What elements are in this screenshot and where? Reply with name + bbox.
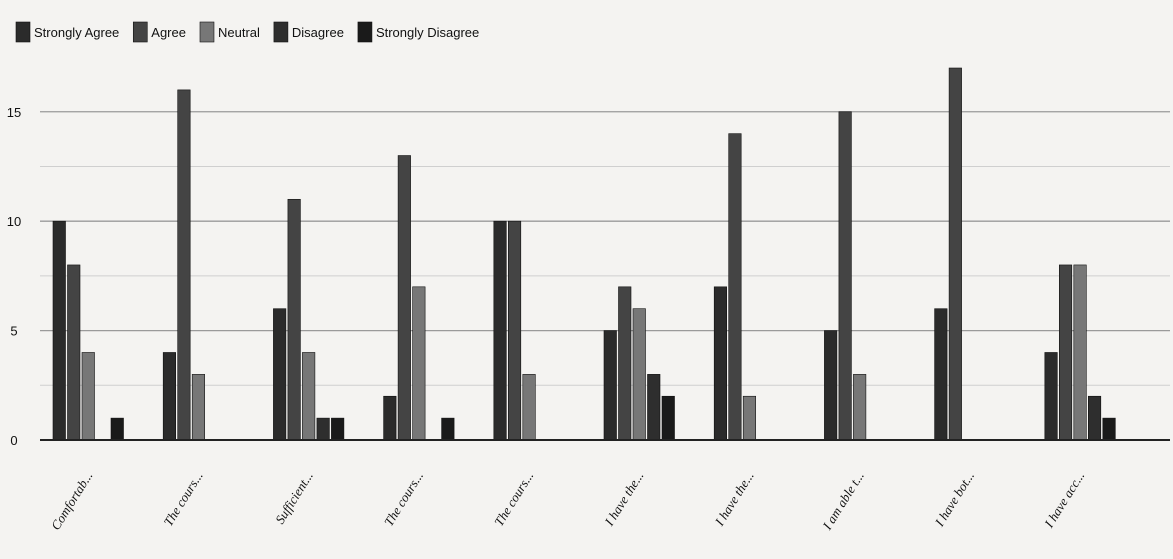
legend-swatch xyxy=(357,21,373,43)
bar-neutral xyxy=(81,352,95,441)
bar-strongly-agree xyxy=(603,330,617,441)
bar-agree xyxy=(838,111,852,441)
x-tick-label: I have the... xyxy=(711,469,757,530)
legend-label: Strongly Agree xyxy=(34,25,119,40)
x-axis-labels: Comfortab... The cours... Sufficient... The… xyxy=(48,469,1088,534)
x-tick-label: The cours... xyxy=(160,469,205,529)
bar-disagree xyxy=(647,374,661,441)
bar-disagree xyxy=(1088,395,1102,441)
bar-agree xyxy=(948,67,962,441)
bar-agree xyxy=(67,264,81,441)
legend-swatch xyxy=(273,21,289,43)
bar-strongly-agree xyxy=(273,308,287,441)
bar-neutral xyxy=(302,352,316,441)
x-tick-label: I am able t... xyxy=(819,469,867,534)
legend-swatch xyxy=(15,21,31,43)
bar-strongly-agree xyxy=(713,286,728,441)
bar-strongly-disagree xyxy=(110,417,124,441)
bar-strongly-agree xyxy=(52,220,66,441)
x-tick-label: I have bot... xyxy=(931,469,977,530)
legend-swatch xyxy=(199,21,215,43)
legend-label: Strongly Disagree xyxy=(376,25,479,40)
legend-label: Neutral xyxy=(218,25,260,40)
bar-strongly-agree xyxy=(383,395,397,441)
bar-agree xyxy=(728,133,742,441)
bar-strongly-agree xyxy=(493,220,507,441)
bar-strongly-agree xyxy=(934,308,948,441)
x-tick-label: I have the... xyxy=(601,469,647,530)
legend: Strongly Agree Agree Neutral Disagree Strong… xyxy=(15,21,479,43)
bar-agree xyxy=(397,155,411,441)
bar-neutral xyxy=(522,374,536,441)
bar-agree xyxy=(1059,264,1073,441)
x-tick-label: Comfortab... xyxy=(48,469,96,533)
bars xyxy=(52,67,1116,441)
bar-strongly-disagree xyxy=(661,395,675,441)
x-tick-label: Sufficient... xyxy=(272,469,316,527)
bar-neutral xyxy=(1073,264,1087,441)
x-tick-label: I have acc... xyxy=(1041,469,1088,531)
legend-label: Agree xyxy=(151,25,186,40)
bar-strongly-agree xyxy=(1044,352,1058,441)
bar-agree xyxy=(177,89,191,441)
x-tick-label: The cours... xyxy=(381,469,426,529)
bar-agree xyxy=(287,198,301,441)
y-tick-label: 5 xyxy=(10,324,17,339)
bar-strongly-disagree xyxy=(1102,417,1116,441)
y-tick-label: 0 xyxy=(10,433,17,448)
bar-strongly-agree xyxy=(824,330,838,441)
bar-neutral xyxy=(191,374,205,441)
grid-lines xyxy=(40,111,1170,386)
bar-neutral xyxy=(853,374,867,441)
x-tick-label: The cours... xyxy=(491,469,536,529)
bar-neutral xyxy=(632,308,646,441)
bar-disagree xyxy=(316,417,330,441)
bar-agree xyxy=(618,286,632,441)
legend-label: Disagree xyxy=(292,25,344,40)
bar-strongly-agree xyxy=(162,352,176,441)
bar-neutral xyxy=(412,286,426,441)
y-axis-ticks: 0 5 10 15 xyxy=(7,105,21,448)
y-tick-label: 10 xyxy=(7,214,21,229)
bar-neutral xyxy=(742,395,757,441)
bar-agree xyxy=(507,220,522,441)
legend-swatch xyxy=(132,21,148,43)
bar-strongly-disagree xyxy=(331,417,345,441)
y-tick-label: 15 xyxy=(7,105,21,120)
bar-strongly-disagree xyxy=(441,417,455,441)
